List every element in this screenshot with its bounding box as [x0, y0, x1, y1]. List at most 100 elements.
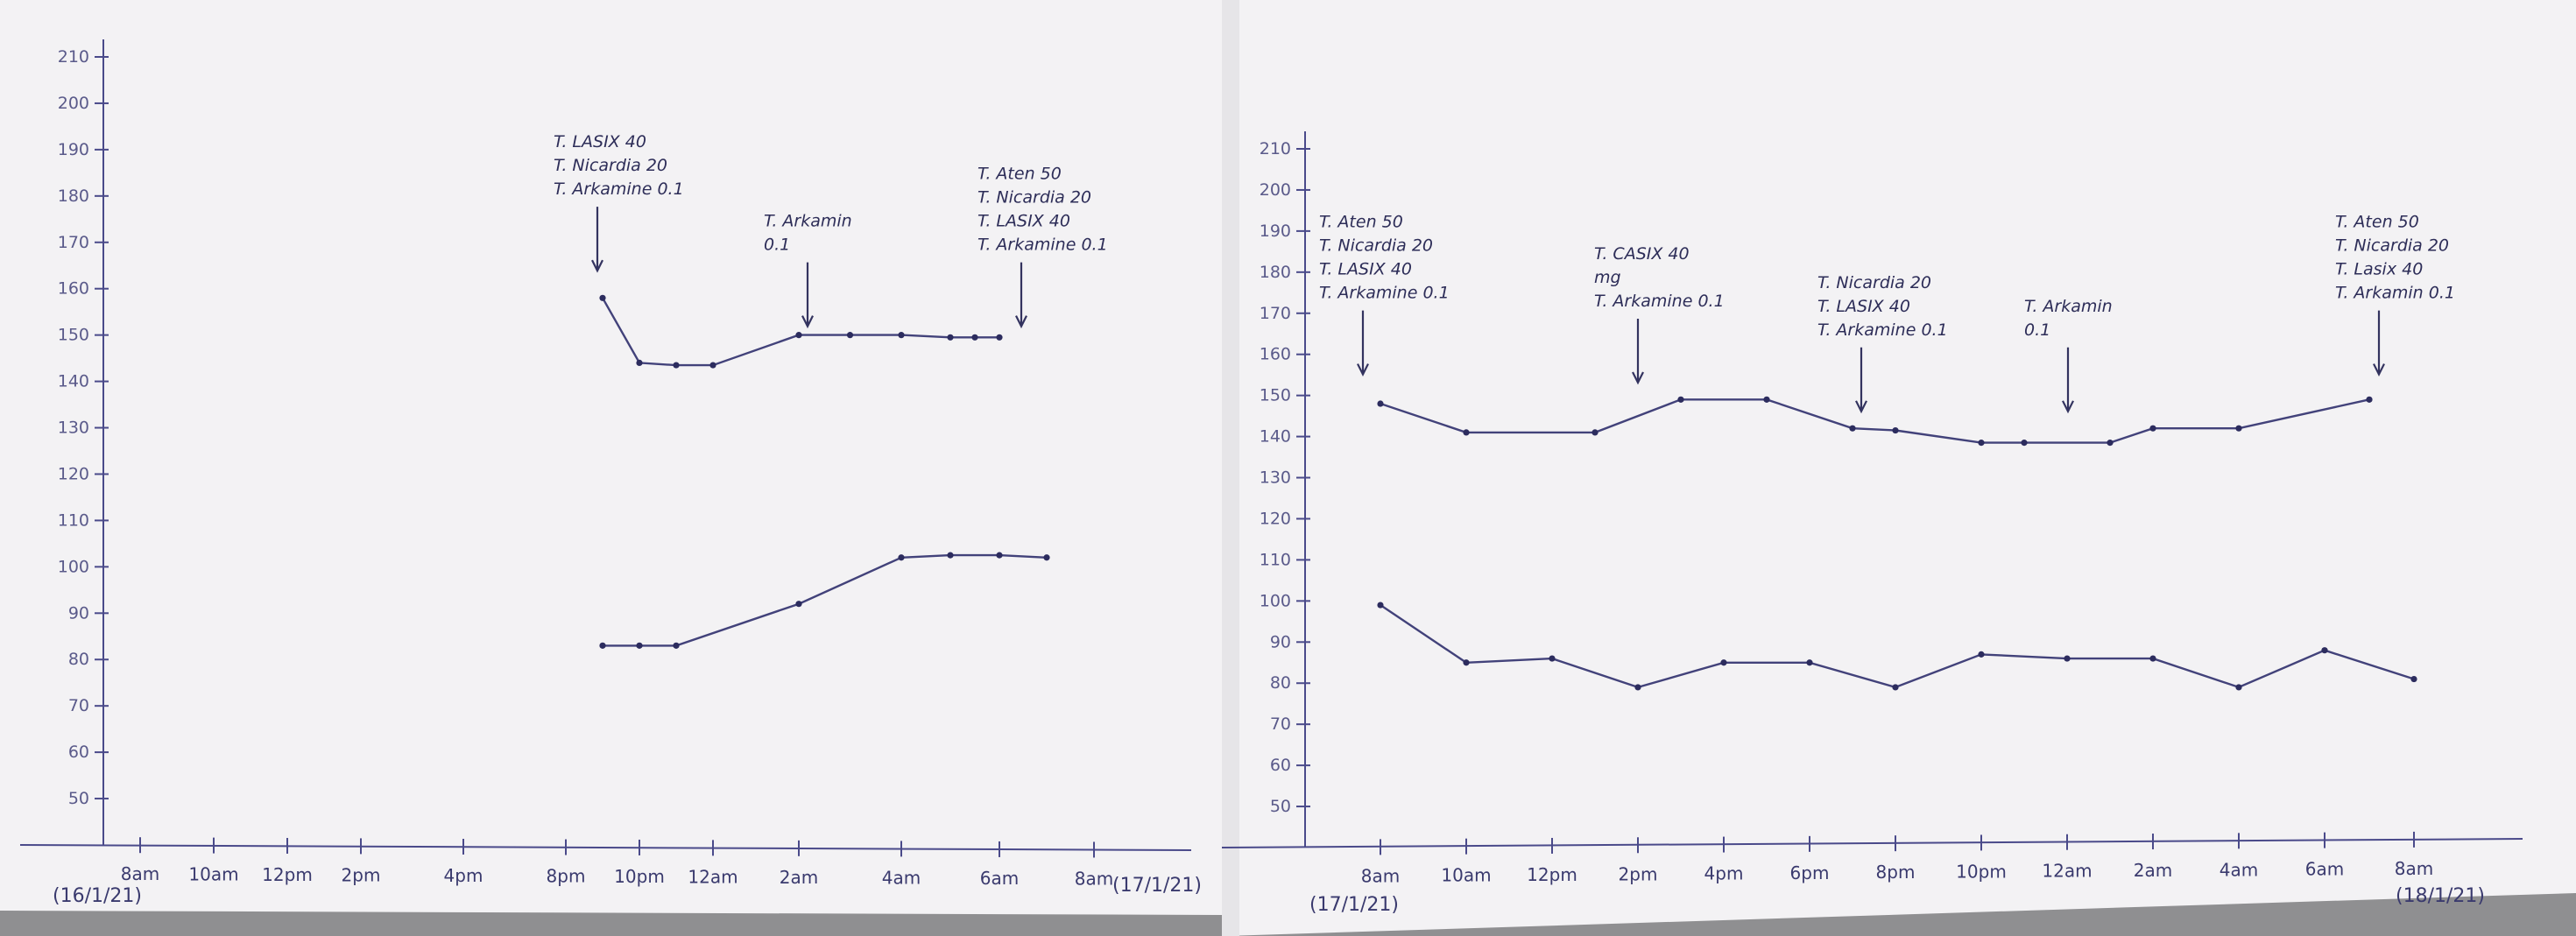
x-tick-label: 10am [188, 864, 238, 885]
medication-note-0: T. Aten 50 T. Nicardia 20 T. LASIX 40 T. Ar… [1319, 213, 1450, 377]
x-tick-label: 8am [2395, 858, 2433, 879]
data-point [1806, 659, 1813, 666]
y-tick-label: 160 [1260, 345, 1291, 364]
data-point [1463, 429, 1470, 436]
x-tick-label: 12pm [1527, 864, 1577, 885]
data-point [1892, 426, 1899, 434]
arrowhead [2373, 363, 2385, 377]
y-tick-label: 190 [58, 140, 89, 159]
y-tick-label: 210 [1260, 139, 1291, 158]
x-tick-label: 2pm [1619, 863, 1658, 884]
y-tick-label: 180 [1260, 263, 1291, 282]
arrowhead [1357, 363, 1369, 377]
medication-note-line: T. Arkamin 0.1 [2335, 284, 2455, 303]
y-tick-label: 130 [58, 419, 89, 438]
x-tick-label: 6am [980, 868, 1019, 889]
medication-note-line: T. LASIX 40 [977, 212, 1070, 231]
data-point [2366, 396, 2373, 403]
y-tick-label: 180 [58, 186, 89, 206]
x-tick-label: 8am [121, 863, 159, 884]
y-tick-label: 90 [68, 603, 89, 623]
data-point [2149, 425, 2156, 432]
x-tick-label: 8pm [547, 866, 586, 887]
y-tick-label: 100 [1260, 591, 1291, 610]
x-tick-label: 2am [2134, 860, 2172, 881]
medication-note-line: T. Nicardia 20 [2335, 236, 2449, 256]
data-point [1591, 429, 1599, 436]
medication-note-line: T. Arkamin [764, 212, 852, 231]
data-point [1720, 659, 1727, 666]
data-point [599, 642, 606, 649]
medication-note-line: T. Arkamine 0.1 [1319, 284, 1450, 303]
medication-note-1: T. CASIX 40 mg T. Arkamine 0.1 [1594, 244, 1725, 385]
y-tick-label: 190 [1260, 222, 1291, 241]
medication-note-line: T. LASIX 40 [554, 132, 646, 151]
medication-note-line: T. Arkamin [2024, 297, 2113, 316]
y-tick-label: 60 [1270, 756, 1291, 775]
paper-sheet-left [0, 0, 1231, 915]
data-point [1549, 655, 1556, 662]
medication-note-line: mg [1594, 268, 1621, 287]
arrowhead [2062, 400, 2074, 414]
x-tick-label: 8am [1361, 865, 1400, 886]
data-point [795, 601, 802, 608]
medication-note-line: T. Nicardia 20 [977, 188, 1091, 208]
medication-note-line: T. CASIX 40 [1594, 244, 1690, 264]
x-tick-label: 4am [882, 867, 921, 888]
data-point [636, 642, 643, 649]
start-date-label: (16/1/21) [53, 885, 142, 907]
data-point [2235, 684, 2242, 691]
arrowhead [1015, 315, 1027, 329]
data-point [2064, 655, 2071, 662]
arrowhead [1632, 371, 1644, 385]
medication-note-line: T. Arkamine 0.1 [1594, 292, 1725, 311]
y-tick-label: 70 [68, 696, 89, 715]
data-point [673, 642, 680, 649]
y-tick-label: 140 [1260, 427, 1291, 447]
x-tick-label: 12pm [262, 864, 313, 885]
medication-note-line: T. LASIX 40 [1817, 297, 1910, 316]
data-point [2021, 440, 2028, 447]
data-point [1677, 396, 1684, 403]
medication-note-3: T. Arkamin 0.1 [2024, 297, 2113, 414]
y-tick-label: 60 [68, 742, 89, 762]
y-tick-label: 50 [68, 789, 89, 808]
data-point [898, 332, 905, 339]
series-line-0 [601, 297, 999, 367]
medication-note-line: T. LASIX 40 [1319, 260, 1412, 279]
data-point [846, 332, 854, 339]
x-tick-label: 6am [2305, 859, 2344, 880]
data-point [1377, 602, 1384, 609]
medication-note-line: T. Nicardia 20 [1319, 236, 1433, 256]
data-point [996, 552, 1003, 559]
y-tick-label: 210 [58, 47, 89, 67]
y-tick-label: 130 [1260, 468, 1291, 488]
data-point [1463, 659, 1470, 666]
data-point [971, 334, 978, 341]
medication-note-line: 0.1 [764, 236, 790, 255]
data-point [795, 332, 802, 339]
medication-note-line: T. Nicardia 20 [1817, 273, 1931, 292]
x-axis-line [19, 844, 1192, 851]
chart-right: 50 60 70 80 90 100 110 120 130 140 150 160 170 180 190… [1221, 131, 2523, 916]
x-tick-label: 8am [1075, 868, 1113, 889]
y-tick-label: 170 [1260, 304, 1291, 323]
y-tick-label: 150 [1260, 386, 1291, 405]
data-point [1043, 554, 1050, 561]
medication-note-4: T. Aten 50 T. Nicardia 20 T. Lasix 40 T. Ar… [2335, 213, 2455, 377]
start-date-label: (17/1/21) [1309, 894, 1399, 916]
medication-note-line: T. Arkamine 0.1 [977, 236, 1108, 255]
y-tick-label: 170 [58, 233, 89, 252]
data-point [1978, 440, 1985, 447]
medication-note-line: T. Arkamine 0.1 [1817, 320, 1948, 340]
x-tick-label: 6pm [1790, 862, 1830, 883]
y-tick-label: 70 [1270, 714, 1291, 734]
x-axis-line [1221, 838, 2523, 848]
data-point [599, 294, 606, 301]
medication-note-1: T. Arkamin 0.1 [764, 212, 852, 329]
medication-note-line: 0.1 [2024, 320, 2050, 340]
data-point [2410, 675, 2417, 683]
data-point [709, 362, 716, 369]
y-tick-label: 140 [58, 372, 89, 391]
